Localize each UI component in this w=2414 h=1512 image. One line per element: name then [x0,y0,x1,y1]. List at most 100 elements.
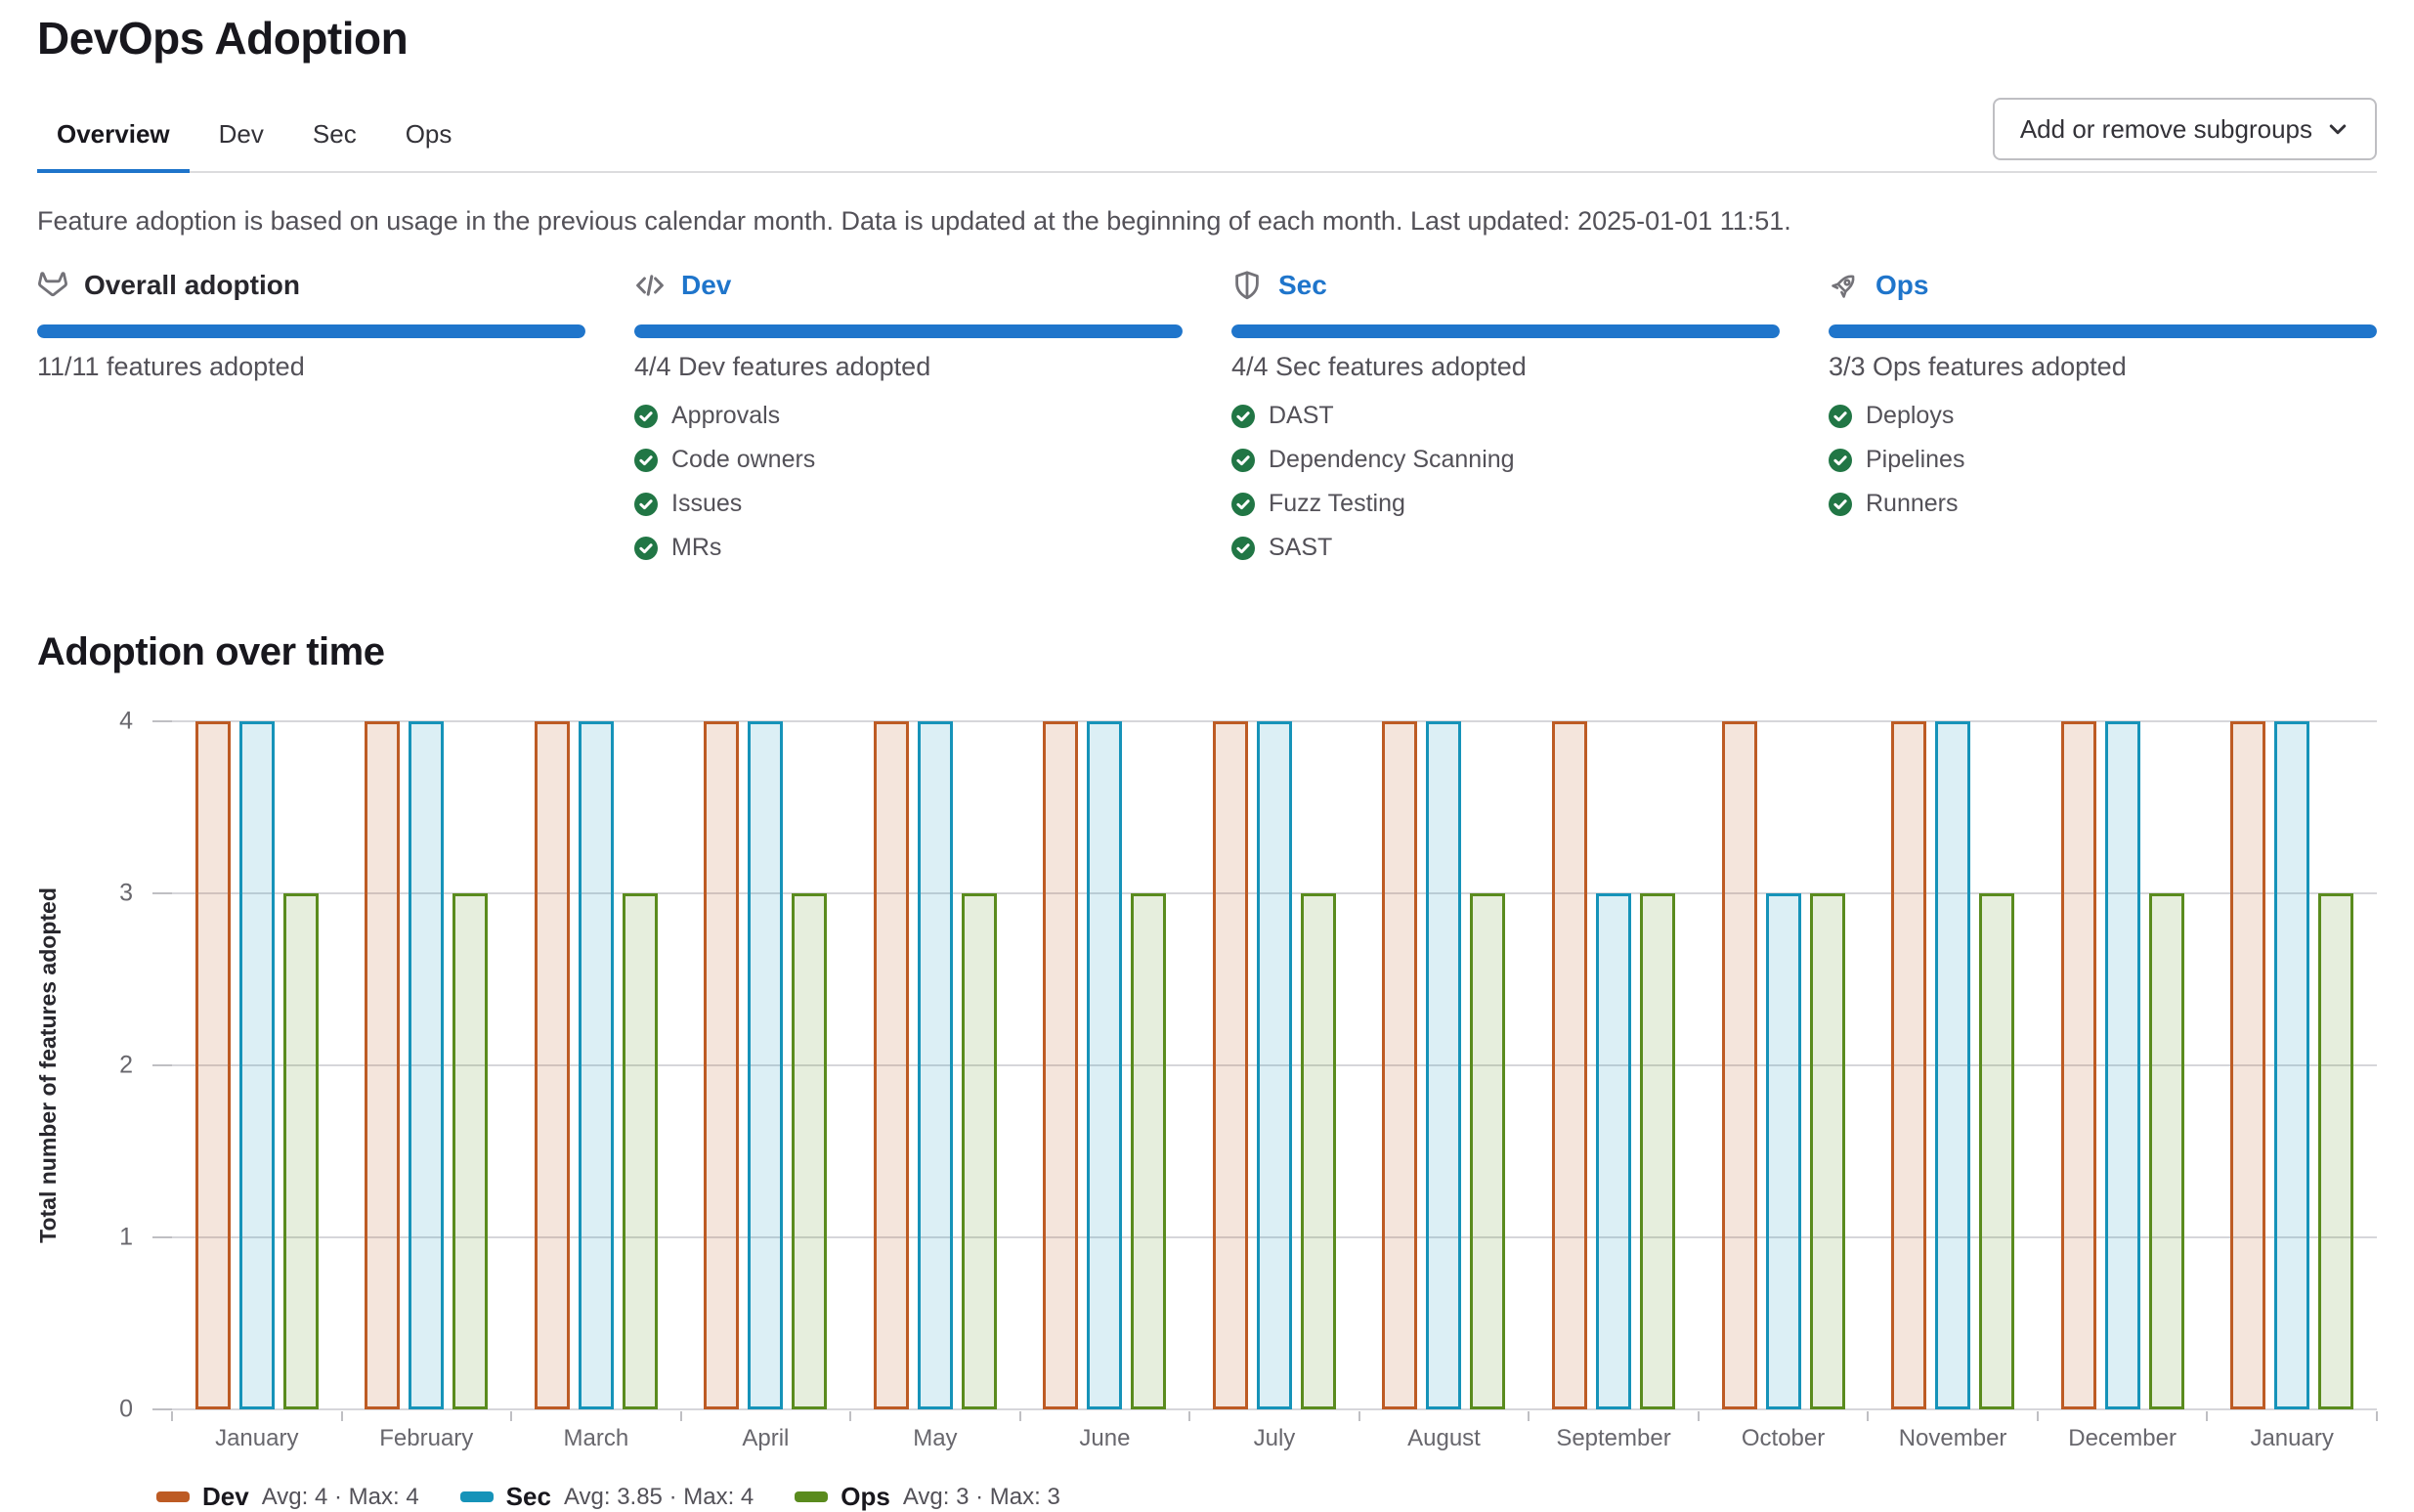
dev-progress-bar [634,324,1183,338]
feature-item: Approvals [634,394,1183,438]
x-tick-mark [171,1411,173,1421]
bar-ops-august [1470,893,1506,1409]
x-tick-mark [849,1411,852,1421]
sec-adoption-card: Sec 4/4 Sec features adopted DAST Depend… [1231,266,1780,570]
bar-ops-february [453,893,489,1409]
check-circle-icon [1829,404,1852,428]
x-tick-mark [2036,1411,2039,1421]
bar-ops-december [2148,893,2184,1409]
check-circle-icon [1829,448,1852,472]
y-axis: Total number of features adopted 0 1 2 3 4 [35,708,172,1423]
feature-item: Dependency Scanning [1231,438,1780,482]
legend-item-sec[interactable]: Sec Avg: 3.85 · Max: 4 [459,1482,754,1512]
overall-progress-bar [37,324,585,338]
legend-item-dev[interactable]: Dev Avg: 4 · Max: 4 [156,1482,419,1512]
dev-card-link[interactable]: Dev [681,270,732,300]
page-title: DevOps Adoption [37,13,409,64]
bar-group-13 [2207,721,2377,1409]
feature-item: Fuzz Testing [1231,482,1780,526]
tab-sec[interactable]: Sec [293,104,376,173]
check-circle-icon [1231,448,1255,472]
check-circle-icon [634,492,658,516]
y-tick-mark [152,892,172,894]
bar-ops-july [1300,893,1336,1409]
bar-dev-january [2230,721,2266,1409]
feature-item: SAST [1231,526,1780,570]
bar-sec-april [748,721,784,1409]
bar-sec-july [1256,721,1292,1409]
bar-ops-november [1979,893,2015,1409]
bar-group-9 [1529,721,1699,1409]
ops-adoption-subtitle: 3/3 Ops features adopted [1829,352,2127,381]
x-axis-label: March [563,1425,629,1451]
bar-sec-december [2104,721,2140,1409]
legend-series-stats: Avg: 4 · Max: 4 [261,1483,419,1510]
x-tick-mark [1188,1411,1191,1421]
tab-overview[interactable]: Overview [37,104,190,173]
y-tick-label: 0 [119,1395,133,1423]
x-tick-mark [1697,1411,1700,1421]
bar-sec-october [1765,893,1801,1409]
bar-dev-october [1721,721,1757,1409]
x-tick-mark [1358,1411,1360,1421]
feature-item: Deploys [1829,394,2377,438]
bar-groups [172,721,2377,1409]
bar-ops-june [1131,893,1167,1409]
bar-sec-january [238,721,275,1409]
bar-dev-november [1891,721,1927,1409]
check-circle-icon [1829,492,1852,516]
x-tick-mark [1867,1411,1870,1421]
tab-ops[interactable]: Ops [386,104,472,173]
overall-adoption-card: Overall adoption 11/11 features adopted [37,266,585,570]
add-or-remove-subgroups-button[interactable]: Add or remove subgroups [1992,98,2377,160]
bar-ops-october [1809,893,1845,1409]
x-tick-mark [1528,1411,1530,1421]
bar-ops-september [1640,893,1676,1409]
legend-swatch-icon [156,1491,190,1502]
ops-card-link[interactable]: Ops [1875,270,1929,300]
bar-ops-may [961,893,997,1409]
sec-adoption-subtitle: 4/4 Sec features adopted [1231,352,1527,381]
y-tick-mark [152,720,172,722]
bar-dev-february [365,721,401,1409]
bar-sec-august [1426,721,1462,1409]
bar-group-8 [1359,721,1530,1409]
chevron-down-icon [2329,124,2347,135]
x-tick-mark [2206,1411,2209,1421]
bar-group-7 [1189,721,1359,1409]
bar-ops-january [282,893,319,1409]
check-circle-icon [634,448,658,472]
x-tick-mark [2376,1411,2378,1421]
bar-dev-september [1552,721,1588,1409]
check-circle-icon [1231,492,1255,516]
x-tick-mark [1018,1411,1021,1421]
check-circle-icon [634,536,658,560]
check-circle-icon [1231,404,1255,428]
tab-dev[interactable]: Dev [199,104,283,173]
legend-swatch-icon [795,1491,829,1502]
chart-legend: Dev Avg: 4 · Max: 4 Sec Avg: 3.85 · Max: 4 O… [156,1482,2377,1512]
bar-group-5 [850,721,1020,1409]
bar-dev-march [534,721,570,1409]
y-tick-label: 3 [119,879,133,907]
x-axis-label: June [1079,1425,1131,1451]
x-tick-mark [679,1411,682,1421]
sec-card-link[interactable]: Sec [1278,270,1327,300]
bar-dev-may [873,721,909,1409]
gridline [172,1064,2377,1066]
y-axis-title: Total number of features adopted [35,887,61,1243]
tabs-bar: Overview Dev Sec Ops Add or remove subgr… [37,98,2377,173]
x-axis-label: December [2068,1425,2177,1451]
bar-dev-june [1043,721,1079,1409]
bar-group-11 [1868,721,2038,1409]
x-axis-label: July [1253,1425,1296,1451]
y-tick-mark [152,1408,172,1410]
feature-item: Code owners [634,438,1183,482]
bar-dev-july [1212,721,1248,1409]
bar-sec-november [1935,721,1971,1409]
legend-item-ops[interactable]: Ops Avg: 3 · Max: 3 [795,1482,1060,1512]
check-circle-icon [634,404,658,428]
bar-dev-april [704,721,740,1409]
x-axis-label: January [215,1425,299,1451]
bar-dev-january [194,721,231,1409]
